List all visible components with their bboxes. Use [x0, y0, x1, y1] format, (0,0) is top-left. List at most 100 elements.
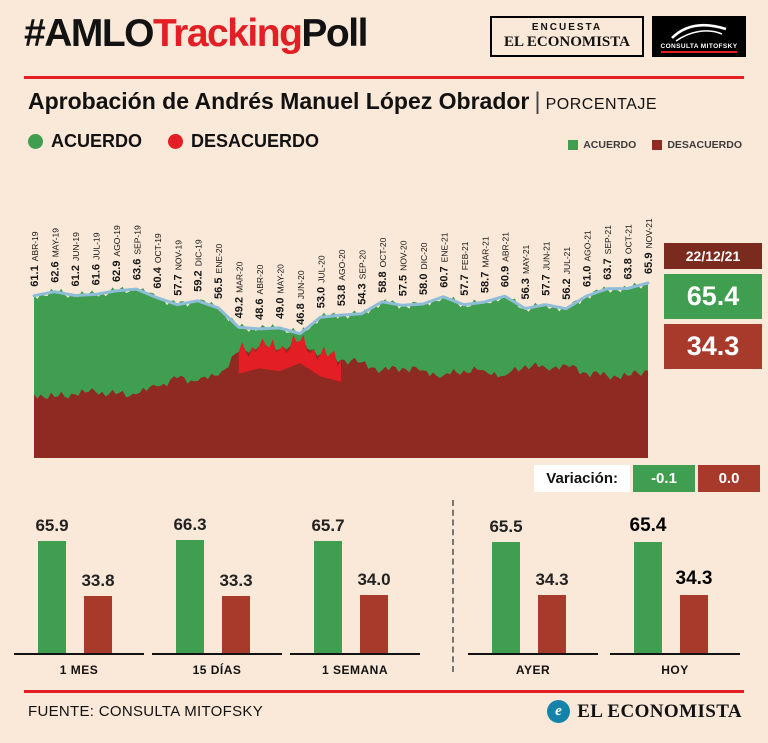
variation-acuerdo: -0.1 — [633, 465, 695, 492]
axis-label: 57.7 FEB-21 — [459, 241, 471, 296]
axis-label: 63.6 SEP-19 — [131, 225, 143, 280]
el-economista-label: EL ECONOMISTA — [504, 34, 630, 50]
axis-label: 60.7 ENE-21 — [438, 232, 450, 288]
axis-label: 62.6 MAY-19 — [49, 228, 61, 283]
bar-pair: 66.3 33.3 — [152, 505, 282, 655]
axis-label: 58.8 OCT-20 — [377, 237, 389, 292]
top-divider — [24, 76, 744, 79]
desacuerdo-square-icon — [652, 140, 663, 150]
approval-area-chart: 61.1 ABR-19 62.6 MAY-19 61.2 JUN-19 61.6 JU… — [29, 218, 655, 458]
title-separator: | — [534, 88, 541, 115]
variation-desacuerdo: 0.0 — [698, 465, 760, 492]
acuerdo-bar-value: 66.3 — [173, 515, 207, 535]
axis-label: 48.6 ABR-20 — [254, 264, 266, 320]
acuerdo-bar — [314, 541, 342, 653]
axis-label: 60.9 ABR-21 — [500, 232, 512, 288]
desacuerdo-area — [34, 339, 648, 458]
axis-label: 58.0 DIC-20 — [418, 242, 430, 295]
bar-group: 65.4 34.3 HOY — [610, 505, 740, 677]
variation-label: Variación: — [534, 465, 630, 492]
acuerdo-current-value: 65.4 — [664, 274, 762, 319]
legend-sm-acuerdo-label: ACUERDO — [583, 139, 637, 151]
dashed-divider — [452, 500, 454, 672]
desacuerdo-current-value: 34.3 — [664, 324, 762, 369]
axis-label: 46.8 JUN-20 — [295, 270, 307, 325]
handshake-icon — [671, 23, 727, 42]
legend-sm-desacuerdo-label: DESACUERDO — [667, 139, 742, 151]
legend-small: ACUERDO DESACUERDO — [568, 139, 742, 151]
axis-label: 53.0 JUL-20 — [316, 255, 328, 308]
axis-label: 61.6 JUL-19 — [90, 232, 102, 285]
desacuerdo-bar-value: 33.8 — [81, 570, 115, 590]
axis-label: 56.3 MAY-21 — [520, 244, 532, 299]
encuesta-el-economista-logo: ENCUESTA EL ECONOMISTA — [490, 16, 644, 57]
axis-label: 63.8 OCT-21 — [623, 224, 635, 279]
headline-poll: Poll — [301, 12, 368, 55]
legend-desacuerdo: DESACUERDO — [168, 131, 319, 152]
bar-group-label: 15 DÍAS — [192, 663, 242, 677]
legend-desacuerdo-label: DESACUERDO — [191, 131, 320, 151]
acuerdo-bar-value: 65.5 — [489, 516, 523, 536]
headline: #AMLOTrackingPoll — [24, 12, 368, 56]
acuerdo-bar — [634, 541, 662, 653]
desacuerdo-bar — [222, 596, 250, 653]
footer: FUENTE: CONSULTA MITOFSKY e EL ECONOMIST… — [28, 700, 742, 723]
acuerdo-dot-icon — [28, 134, 43, 149]
acuerdo-square-icon — [568, 140, 579, 150]
bar-group-label: HOY — [661, 663, 689, 677]
variation-row: Variación: -0.1 0.0 — [534, 465, 760, 492]
bar-group-label: 1 MES — [59, 663, 99, 677]
bar-group: 65.5 34.3 AYER — [468, 505, 598, 677]
chart-title: Aprobación de Andrés Manuel López Obrado… — [28, 88, 657, 116]
acuerdo-bar-value: 65.4 — [629, 514, 667, 536]
axis-label: 57.5 NOV-20 — [397, 240, 409, 296]
desacuerdo-bar-value: 34.0 — [357, 570, 391, 590]
bar-pair: 65.9 33.8 — [14, 505, 144, 655]
axis-label: 60.4 OCT-19 — [152, 233, 164, 288]
legend-sm-desacuerdo: DESACUERDO — [652, 139, 742, 151]
acuerdo-bar-value: 65.7 — [311, 516, 345, 536]
acuerdo-bar — [492, 541, 520, 653]
el-economista-wordmark: EL ECONOMISTA — [577, 700, 742, 722]
axis-label: 59.2 DIC-19 — [193, 239, 205, 292]
bar-group-label: AYER — [515, 663, 551, 677]
el-economista-brand: e EL ECONOMISTA — [547, 700, 742, 723]
encuesta-label: ENCUESTA — [531, 22, 603, 33]
axis-label: 49.2 MAR-20 — [234, 261, 246, 318]
axis-label: 56.5 ENE-20 — [213, 243, 225, 299]
axis-label: 61.0 AGO-21 — [582, 230, 594, 287]
bar-group: 65.7 34.0 1 SEMANA — [290, 505, 420, 677]
header-logos: ENCUESTA EL ECONOMISTA CONSULTA MITOFSKY — [490, 16, 746, 57]
desacuerdo-bar — [84, 595, 112, 653]
source-note: FUENTE: CONSULTA MITOFSKY — [28, 703, 264, 720]
legend-acuerdo: ACUERDO — [28, 131, 142, 152]
axis-label: 57.7 JUN-21 — [541, 241, 553, 296]
bar-group: 65.9 33.8 1 MES — [14, 505, 144, 677]
axis-label: 57.7 NOV-19 — [172, 240, 184, 296]
desacuerdo-bar-value: 33.3 — [219, 571, 253, 591]
bar-pair: 65.5 34.3 — [468, 505, 598, 655]
axis-label: 61.2 JUN-19 — [70, 232, 82, 287]
chart-title-text: Aprobación de Andrés Manuel López Obrado… — [28, 88, 530, 114]
bar-group: 66.3 33.3 15 DÍAS — [152, 505, 282, 677]
consulta-mitofsky-logo: CONSULTA MITOFSKY — [652, 16, 746, 57]
bar-group-label: 1 SEMANA — [321, 663, 388, 677]
headline-amlo: #AMLO — [24, 12, 155, 55]
desacuerdo-bar-value: 34.3 — [535, 569, 569, 589]
legend-sm-acuerdo: ACUERDO — [568, 139, 636, 151]
bottom-divider — [24, 690, 744, 693]
acuerdo-bar-value: 65.9 — [35, 515, 69, 535]
desacuerdo-bar-value: 34.3 — [675, 567, 713, 589]
desacuerdo-dot-icon — [168, 134, 184, 149]
bar-pair: 65.4 34.3 — [610, 505, 740, 655]
axis-label: 54.3 SEP-20 — [356, 250, 368, 305]
acuerdo-bar — [176, 540, 204, 653]
desacuerdo-bar — [538, 594, 566, 653]
axis-label: 53.8 AGO-20 — [336, 249, 348, 306]
axis-label: 49.0 MAY-20 — [275, 264, 287, 319]
axis-label: 58.7 MAR-21 — [479, 236, 491, 293]
desacuerdo-spikes — [238, 334, 341, 382]
bar-pair: 65.7 34.0 — [290, 505, 420, 655]
